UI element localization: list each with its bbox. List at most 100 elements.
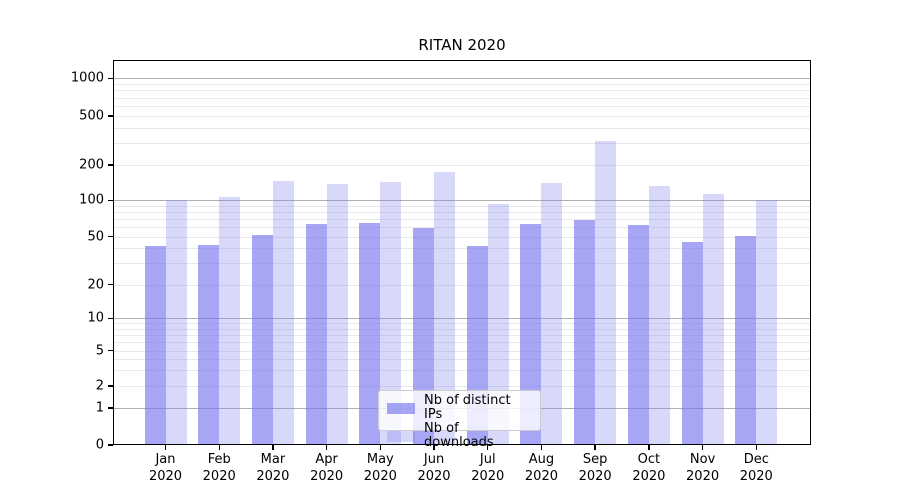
minor-gridline [114, 236, 810, 238]
y-tick-label: 10 [87, 310, 104, 326]
bar-downloads-mar [272, 181, 294, 444]
chart-title: RITAN 2020 [418, 36, 506, 54]
minor-gridline [114, 328, 810, 330]
x-tick-mark [540, 445, 543, 450]
minor-gridline [114, 205, 810, 207]
x-tick-label: Apr 2020 [310, 452, 344, 484]
x-tick-label: Nov 2020 [686, 452, 720, 484]
bar-downloads-jun [434, 172, 456, 444]
bar-downloads-jan [165, 199, 187, 444]
y-tick-label: 100 [79, 192, 104, 208]
y-tick-mark [108, 284, 113, 286]
y-tick-mark [108, 164, 113, 166]
minor-gridline [114, 165, 810, 166]
bar-downloads-may [380, 181, 402, 444]
bar-downloads-sep [595, 140, 617, 444]
y-tick-mark [108, 199, 113, 201]
x-tick-mark [379, 445, 382, 450]
x-tick-mark [433, 445, 435, 450]
y-tick-mark [108, 385, 113, 387]
minor-gridline [114, 350, 810, 352]
legend-label: Nb of distinct IPs [424, 393, 511, 422]
minor-gridline [114, 359, 810, 361]
x-tick-label: Jan 2020 [148, 452, 183, 484]
bar-downloads-dec [756, 199, 778, 444]
x-tick-label: Jun 2020 [417, 452, 451, 484]
bar-ips-aug [520, 223, 542, 444]
bar-ips-apr [305, 223, 327, 444]
legend: Nb of distinct IPs Nb of downloads [378, 390, 541, 450]
bar-ips-dec [735, 235, 757, 444]
major-gridline [114, 78, 810, 80]
minor-gridline [114, 342, 810, 344]
x-tick-mark [487, 445, 489, 450]
x-tick-label: Feb 2020 [202, 452, 236, 484]
x-tick-mark [701, 445, 704, 450]
bar-ips-jan [144, 245, 166, 444]
bar-ips-may [359, 222, 381, 444]
y-tick-mark [108, 317, 113, 319]
y-tick-mark [108, 115, 113, 117]
legend-label: Nb of downloads [424, 421, 494, 450]
minor-gridline [114, 127, 810, 129]
legend-item-downloads: Nb of downloads [387, 422, 532, 450]
x-tick-label: Mar 2020 [256, 452, 290, 484]
x-tick-label: Jul 2020 [471, 452, 505, 484]
bar-downloads-oct [648, 186, 670, 444]
y-tick-mark [108, 444, 113, 446]
minor-gridline [114, 143, 810, 145]
major-gridline [114, 318, 810, 320]
minor-gridline [114, 263, 810, 265]
x-tick-mark [325, 445, 328, 450]
y-tick-mark [108, 350, 113, 352]
bar-downloads-aug [541, 182, 563, 444]
legend-swatch [387, 402, 415, 414]
y-tick-label: 50 [87, 229, 104, 245]
x-tick-label: Aug 2020 [524, 452, 558, 484]
minor-gridline [114, 284, 810, 286]
minor-gridline [114, 370, 810, 372]
minor-gridline [114, 227, 810, 229]
x-tick-mark [648, 445, 650, 450]
bar-downloads-feb [219, 196, 241, 444]
bar-ips-mar [251, 234, 273, 444]
y-tick-label: 5 [95, 343, 104, 359]
y-tick-label: 0 [95, 437, 104, 453]
bar-ips-feb [198, 244, 220, 444]
x-tick-label: Sep 2020 [578, 452, 612, 484]
x-tick-label: Dec 2020 [739, 452, 773, 484]
x-tick-mark [755, 445, 757, 450]
minor-gridline [114, 334, 810, 336]
bar-ips-jun [413, 228, 435, 444]
minor-gridline [114, 219, 810, 221]
y-tick-label: 200 [79, 157, 104, 173]
minor-gridline [114, 97, 810, 99]
bar-ips-nov [681, 242, 703, 444]
minor-gridline [114, 386, 810, 387]
x-tick-label: May 2020 [363, 452, 397, 484]
x-tick-mark [594, 445, 596, 450]
minor-gridline [114, 248, 810, 250]
x-tick-mark [218, 445, 220, 450]
y-tick-label: 2 [95, 378, 104, 394]
y-tick-label: 500 [79, 108, 104, 124]
x-tick-mark [272, 445, 274, 450]
y-tick-mark [108, 407, 113, 409]
minor-gridline [114, 116, 810, 117]
minor-gridline [114, 323, 810, 325]
minor-gridline [114, 84, 810, 86]
x-tick-mark [164, 445, 167, 450]
x-tick-label: Oct 2020 [632, 452, 666, 484]
bar-ips-oct [627, 224, 649, 444]
legend-item-distinct-ips: Nb of distinct IPs [387, 394, 532, 422]
bar-downloads-apr [326, 183, 348, 444]
minor-gridline [114, 212, 810, 214]
major-gridline [114, 200, 810, 202]
legend-swatch [387, 430, 415, 442]
y-tick-label: 20 [87, 277, 104, 293]
y-tick-mark [108, 77, 113, 79]
y-tick-mark [108, 236, 113, 238]
y-tick-label: 1000 [70, 70, 104, 86]
bar-downloads-nov [702, 194, 724, 444]
